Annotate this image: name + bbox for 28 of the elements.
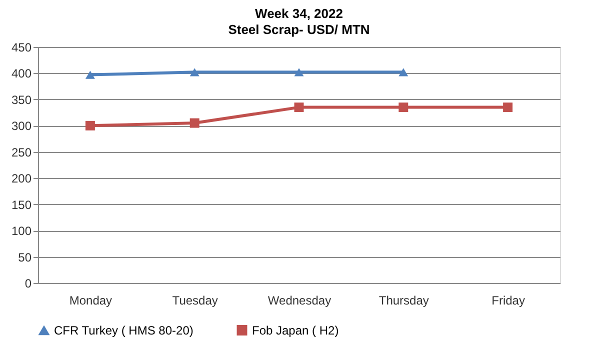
- point: [190, 68, 200, 76]
- y-tick-label: 400: [11, 66, 32, 81]
- y-tick-label: 100: [11, 224, 32, 238]
- point: [294, 102, 304, 112]
- y-tick-label: 150: [11, 198, 32, 212]
- x-tick-label: Thursday: [378, 294, 429, 308]
- x-tick-label: Monday: [69, 294, 112, 308]
- point: [398, 68, 408, 76]
- y-tick-label: 200: [11, 172, 32, 186]
- y-tick-label: 0: [24, 276, 32, 290]
- x-tick-label: Tuesday: [172, 294, 218, 308]
- point: [398, 102, 408, 112]
- y-tick-label: 300: [11, 119, 32, 134]
- legend-label: CFR Turkey ( HMS 80-20): [54, 324, 194, 338]
- y-tick-label: 350: [11, 92, 32, 107]
- point: [294, 68, 304, 76]
- point: [85, 70, 95, 79]
- x-tick-label: Friday: [492, 294, 525, 308]
- point: [190, 118, 200, 128]
- point: [503, 102, 513, 112]
- chart-subtitle: Steel Scrap- USD/ MTN: [228, 22, 370, 37]
- y-tick-label: 450: [11, 40, 32, 54]
- y-tick-label: 250: [11, 145, 32, 160]
- point: [85, 120, 95, 130]
- x-tick-label: Wednesday: [268, 294, 332, 308]
- legend-label: Fob Japan ( H2): [252, 323, 339, 338]
- chart-title: Week 34, 2022: [255, 6, 343, 21]
- y-tick-label: 50: [18, 250, 32, 264]
